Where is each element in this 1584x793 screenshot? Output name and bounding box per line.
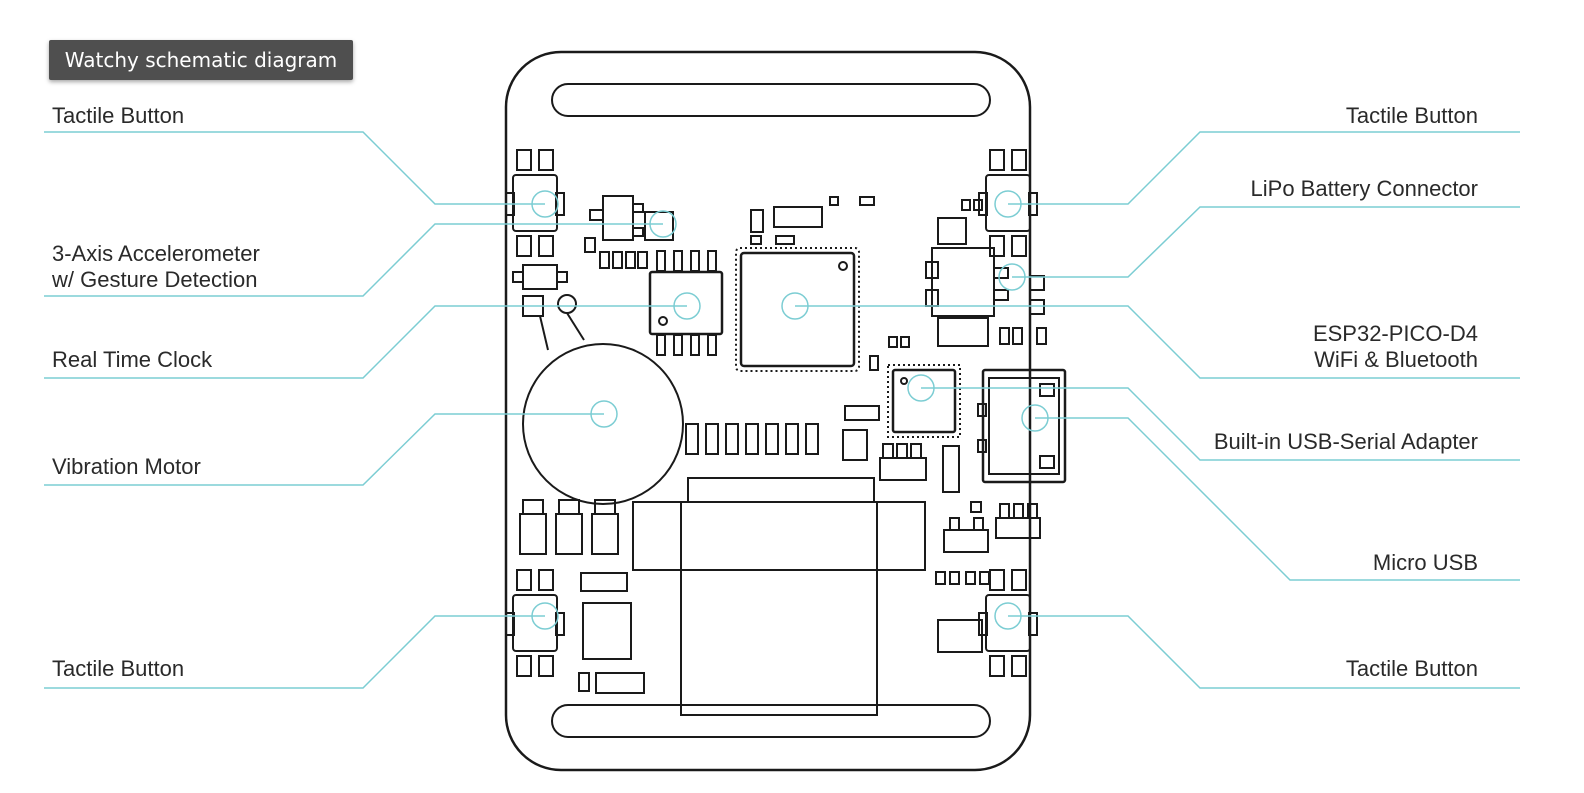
leader-lipo (1012, 206, 1520, 278)
label-esp32-line1: ESP32-PICO-D4 (1312, 321, 1478, 346)
label-usb-serial-adapter: Built-in USB-Serial Adapter (1213, 429, 1478, 454)
leader-btn-top-right (1008, 131, 1520, 205)
strap-slot-bottom (551, 704, 991, 738)
esp32-chip (735, 196, 875, 372)
display-connector (632, 477, 926, 716)
tactile-button-bottom-right (978, 569, 1038, 677)
label-tactile-button-top-left: Tactile Button (52, 103, 185, 128)
label-tactile-button-bottom-right: Tactile Button (1345, 656, 1478, 681)
usb-serial-chip (844, 336, 961, 438)
tactile-button-top-right (978, 149, 1038, 257)
strap-slot-top (551, 83, 991, 117)
pcb-board (504, 50, 1032, 772)
label-accelerometer-line1: 3-Axis Accelerometer (52, 241, 260, 266)
callout-rings (531, 190, 1049, 630)
leader-btn-bottom-right (1008, 615, 1520, 689)
label-tactile-button-top-right: Tactile Button (1345, 103, 1478, 128)
label-tactile-button-bottom-left: Tactile Button (52, 656, 185, 681)
label-esp32-line2: WiFi & Bluetooth (1314, 347, 1478, 372)
leader-lines (44, 131, 1520, 689)
vibration-motor (522, 343, 684, 505)
leader-motor (44, 413, 604, 486)
leader-rtc (44, 305, 687, 379)
leader-esp32 (795, 305, 1520, 379)
tactile-button-bottom-left (505, 569, 565, 677)
micro-usb-port (977, 368, 1067, 484)
lipo-connector (925, 199, 1047, 347)
label-lipo-battery-connector: LiPo Battery Connector (1250, 176, 1478, 201)
leader-btn-bottom-left (44, 615, 545, 689)
leader-usb-serial (921, 387, 1520, 461)
leader-btn-top-left (44, 131, 545, 205)
diagram-title-badge: Watchy schematic diagram (49, 40, 353, 80)
label-vibration-motor: Vibration Motor (52, 454, 201, 479)
label-real-time-clock: Real Time Clock (52, 347, 213, 372)
leader-accel (44, 223, 663, 297)
leader-micro-usb (1035, 417, 1520, 581)
passive-components (519, 423, 1041, 694)
label-micro-usb: Micro USB (1372, 550, 1478, 575)
tactile-button-top-left (505, 149, 565, 257)
label-accelerometer-line2: w/ Gesture Detection (52, 267, 258, 292)
